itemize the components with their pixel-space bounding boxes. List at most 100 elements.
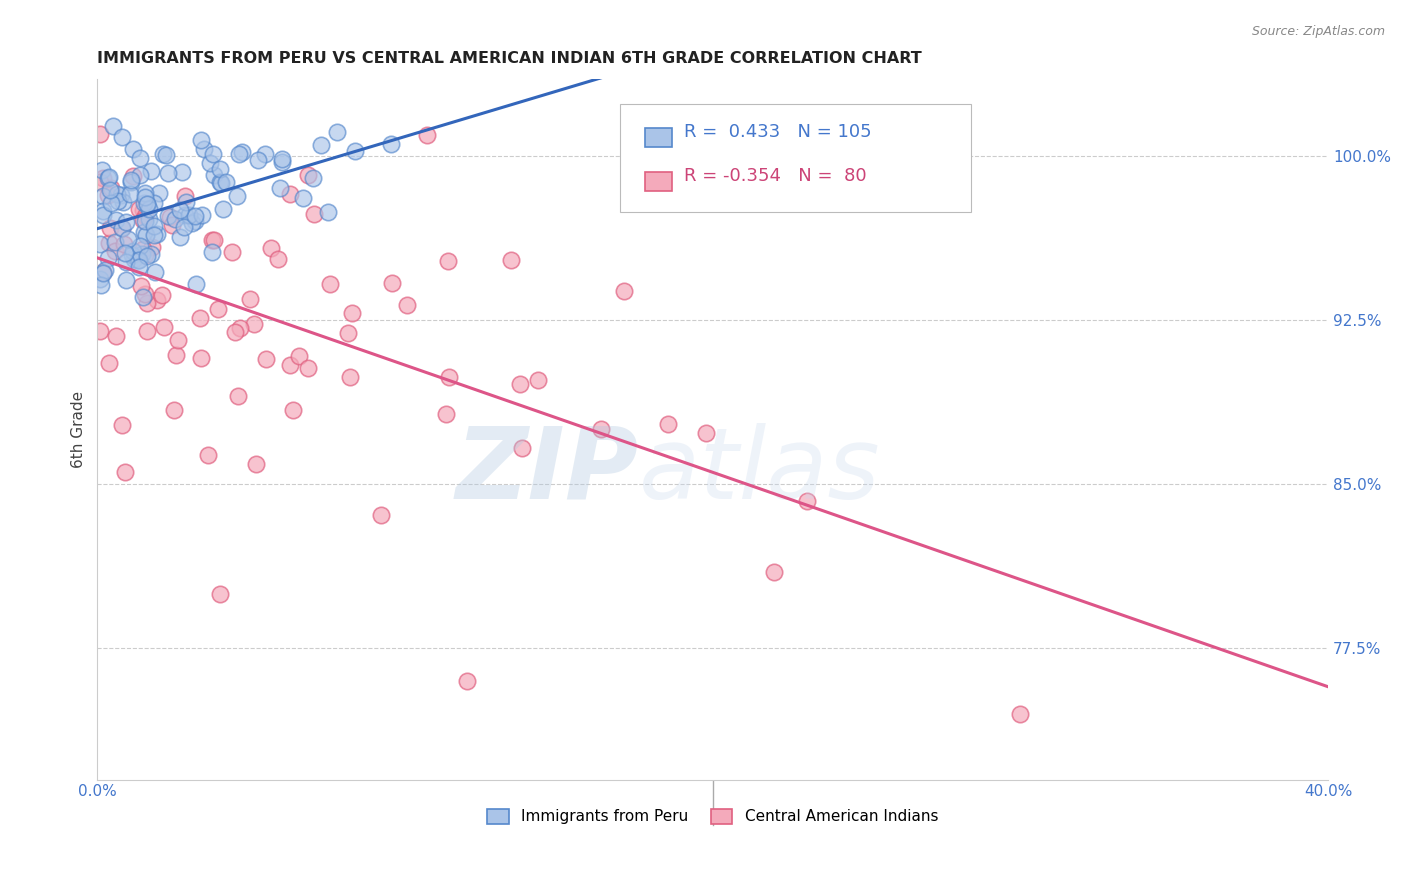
Point [509,376,531,391]
Point [172,165,194,179]
Point [302,207,325,221]
Point [114,254,136,268]
Point [143,196,166,211]
Point [132,213,155,227]
Point [499,253,522,268]
Point [100,181,122,195]
Point [91,204,114,219]
Point [98,235,121,250]
Point [190,208,212,222]
Point [132,242,155,256]
Point [226,389,249,403]
Point [120,173,142,187]
Point [105,329,128,343]
Point [169,203,191,218]
Point [657,417,679,431]
Point [136,296,159,310]
Point [156,210,179,224]
Point [134,209,156,223]
Point [134,248,156,262]
Point [112,237,135,252]
Point [98,220,121,235]
Point [101,119,124,133]
Point [132,196,155,211]
Text: Source: ZipAtlas.com: Source: ZipAtlas.com [1251,25,1385,38]
Point [139,163,162,178]
Point [122,244,145,258]
Point [396,298,419,312]
Point [129,238,152,252]
Point [122,169,145,184]
Point [152,147,174,161]
Point [340,306,363,320]
Point [510,441,533,455]
Point [90,163,112,178]
Point [163,212,186,227]
Point [104,235,127,249]
Point [188,311,211,326]
Point [283,402,305,417]
Point [207,302,229,317]
Point [163,403,186,417]
Point [127,252,149,267]
Text: IMMIGRANTS FROM PERU VS CENTRAL AMERICAN INDIAN 6TH GRADE CORRELATION CHART: IMMIGRANTS FROM PERU VS CENTRAL AMERICAN… [97,51,922,66]
Point [456,674,478,689]
Point [114,245,136,260]
Point [177,208,200,222]
Point [297,169,319,183]
Point [437,370,460,384]
Point [91,208,114,222]
Point [380,137,402,152]
Point [114,215,136,229]
Point [122,142,145,156]
Point [208,162,231,177]
Point [415,128,437,142]
Point [301,170,323,185]
Point [111,221,134,235]
Point [152,288,174,302]
Point [278,359,301,373]
Point [190,133,212,147]
Point [143,265,166,279]
Point [89,324,111,338]
Point [271,155,294,169]
Point [190,351,212,366]
Point [135,249,157,263]
Point [613,284,636,298]
Point [246,153,269,167]
Point [209,177,232,191]
Point [121,247,143,261]
Bar [645,172,672,192]
Point [434,407,457,421]
Point [202,233,225,247]
Point [128,168,150,182]
Point [344,145,367,159]
Point [134,287,156,301]
Point [93,189,115,203]
Point [107,194,129,208]
Point [115,273,138,287]
Point [97,356,120,370]
Point [215,175,238,189]
Point [193,142,215,156]
Point [135,324,157,338]
Point [167,334,190,348]
Point [183,210,205,224]
Point [336,326,359,341]
Point [98,183,121,197]
Point [174,195,197,210]
Point [254,146,277,161]
Point [436,254,458,268]
Point [292,191,315,205]
Point [152,319,174,334]
Point [228,147,250,161]
Point [339,370,361,384]
Point [221,245,243,260]
Point [107,186,129,201]
Text: atlas: atlas [638,423,880,520]
Point [118,186,141,201]
Point [131,246,153,260]
Point [1010,706,1032,721]
Point [111,130,134,145]
Point [156,166,179,180]
